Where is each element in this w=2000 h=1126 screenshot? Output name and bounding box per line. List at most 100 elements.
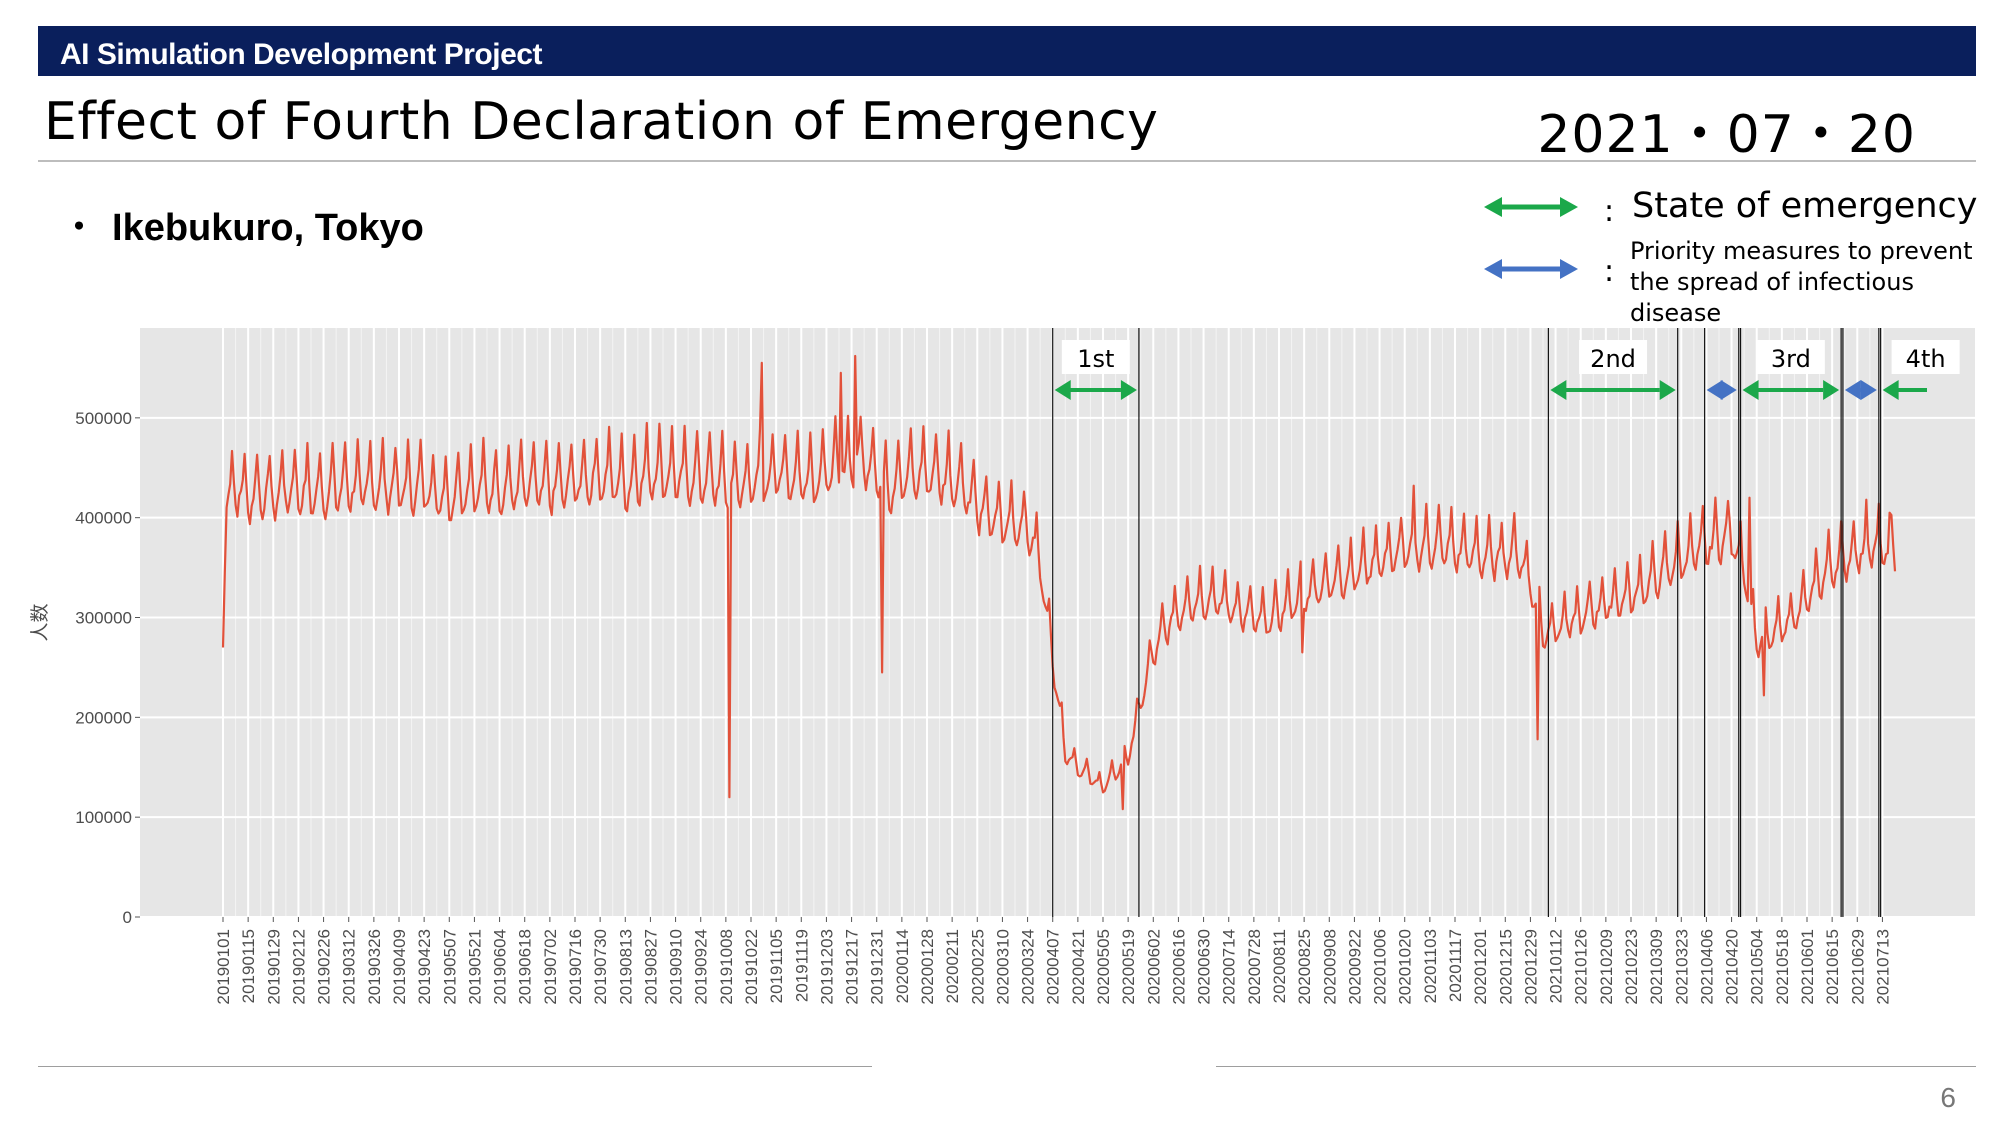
x-tick-label: 20201229	[1521, 929, 1540, 1005]
x-tick-label: 20210713	[1873, 929, 1892, 1005]
x-tick-label: 20200407	[1044, 929, 1063, 1005]
x-tick-label: 20191217	[843, 929, 862, 1005]
x-tick-label: 20190813	[616, 929, 635, 1005]
x-tick-label: 20201215	[1496, 929, 1515, 1005]
x-tick-label: 20191203	[817, 929, 836, 1005]
legend-arrow-priority-icon	[1484, 259, 1578, 279]
period-label: 3rd	[1771, 345, 1811, 373]
period-arrow-head	[1054, 380, 1071, 400]
x-tick-label: 20201201	[1471, 929, 1490, 1005]
footer-divider-right	[1216, 1066, 1976, 1067]
x-tick-label: 20190129	[264, 929, 283, 1005]
x-tick-label: 20191008	[717, 929, 736, 1005]
y-tick-label: 300000	[75, 609, 132, 628]
bullet: ・	[60, 207, 99, 249]
y-tick-label: 200000	[75, 708, 132, 727]
period-label-box	[1756, 340, 1825, 374]
period-arrow-head	[1659, 380, 1676, 400]
period-arrow-head	[1882, 380, 1899, 400]
period-label: 2nd	[1590, 345, 1636, 373]
x-tick-label: 20200630	[1195, 929, 1214, 1005]
legend-label-priority-line1: Priority measures to prevent	[1630, 237, 1973, 265]
x-tick-label: 20210112	[1547, 929, 1566, 1003]
x-tick-label: 20210518	[1773, 929, 1792, 1005]
period-arrow-head	[1550, 380, 1567, 400]
x-tick-label: 20190910	[667, 929, 686, 1005]
x-tick-label: 20210504	[1748, 929, 1767, 1005]
x-tick-label: 20210615	[1823, 929, 1842, 1005]
x-tick-label: 20200714	[1220, 929, 1239, 1005]
x-tick-label: 20200505	[1094, 929, 1113, 1005]
x-tick-label: 20190618	[516, 929, 535, 1005]
x-tick-label: 20201006	[1371, 929, 1390, 1005]
x-tick-label: 20201020	[1396, 929, 1415, 1005]
x-tick-label: 20200825	[1295, 929, 1314, 1005]
period-arrow-head	[1120, 380, 1137, 400]
y-axis-label: 人数	[29, 603, 51, 641]
x-tick-label: 20210420	[1723, 929, 1742, 1005]
period-label: 4th	[1906, 345, 1946, 373]
legend-label-priority: Priority measures to prevent the spread …	[1630, 236, 2000, 329]
period-label-box	[1891, 340, 1960, 374]
x-tick-label: 20200114	[893, 929, 912, 1003]
x-tick-label: 20190312	[340, 929, 359, 1005]
period-label-box	[1061, 340, 1130, 374]
x-tick-label: 20191105	[767, 929, 786, 1003]
x-tick-label: 20210323	[1672, 929, 1691, 1005]
x-tick-label: 20200211	[943, 929, 962, 1003]
x-tick-label: 20200324	[1019, 929, 1038, 1005]
period-arrow-head	[1720, 380, 1737, 400]
project-banner: AI Simulation Development Project	[38, 26, 1976, 76]
x-tick-label: 20200421	[1069, 929, 1088, 1005]
x-tick-label: 20190507	[440, 929, 459, 1005]
x-tick-label: 20210309	[1647, 929, 1666, 1005]
x-tick-label: 20190702	[541, 929, 560, 1005]
x-tick-label: 20200616	[1169, 929, 1188, 1005]
x-tick-label: 20191231	[868, 929, 887, 1005]
x-tick-label: 20200519	[1119, 929, 1138, 1005]
x-tick-label: 20190604	[491, 929, 510, 1005]
title-divider	[38, 160, 1976, 162]
period-label-box	[1579, 340, 1648, 374]
legend-colon: :	[1604, 254, 1615, 289]
x-tick-label: 20190730	[591, 929, 610, 1005]
footer-divider-left	[38, 1066, 872, 1067]
x-tick-label: 20210209	[1597, 929, 1616, 1005]
x-tick-label: 20200310	[993, 929, 1012, 1005]
x-tick-label: 20200908	[1320, 929, 1339, 1005]
slide-title: Effect of Fourth Declaration of Emergenc…	[44, 92, 1159, 152]
x-tick-label: 20190115	[239, 929, 258, 1003]
x-tick-label: 20190827	[641, 929, 660, 1005]
x-tick-label: 20210406	[1697, 929, 1716, 1005]
period-arrow-head	[1860, 380, 1877, 400]
legend-arrow-emergency-icon	[1484, 197, 1578, 217]
y-tick-label: 400000	[75, 509, 132, 528]
x-tick-label: 20210629	[1848, 929, 1867, 1005]
x-tick-label: 20210601	[1798, 929, 1817, 1005]
x-tick-label: 20190521	[465, 929, 484, 1005]
x-tick-label: 20190924	[692, 929, 711, 1005]
period-label: 1st	[1077, 345, 1114, 373]
y-tick-label: 0	[123, 908, 132, 927]
x-tick-label: 20200602	[1144, 929, 1163, 1005]
x-tick-label: 20210223	[1622, 929, 1641, 1005]
x-tick-label: 20191022	[742, 929, 761, 1005]
period-arrow-head	[1823, 380, 1840, 400]
location-text: Ikebukuro, Tokyo	[112, 207, 424, 249]
x-tick-label: 20200225	[968, 929, 987, 1005]
legend-label-priority-line2: the spread of infectious disease	[1630, 268, 1914, 327]
population-line-chart: 0 100000 200000 300000 400000 500000 20190101 2…	[29, 328, 1975, 1005]
period-arrow-head	[1742, 380, 1759, 400]
x-tick-label: 20201103	[1421, 929, 1440, 1003]
y-tick-label: 100000	[75, 808, 132, 827]
location-subtitle: ・ Ikebukuro, Tokyo	[60, 196, 424, 251]
x-tick-label: 20190409	[390, 929, 409, 1005]
x-tick-label: 20200128	[918, 929, 937, 1005]
slide-date: 2021・07・20	[1537, 105, 1916, 165]
x-tick-label: 20200922	[1345, 929, 1364, 1005]
x-tick-label: 20210126	[1572, 929, 1591, 1005]
plot-background	[140, 328, 1975, 917]
x-tick-label: 20190101	[214, 929, 233, 1005]
x-tick-label: 20191119	[792, 929, 811, 1002]
x-tick-label: 20200728	[1245, 929, 1264, 1005]
